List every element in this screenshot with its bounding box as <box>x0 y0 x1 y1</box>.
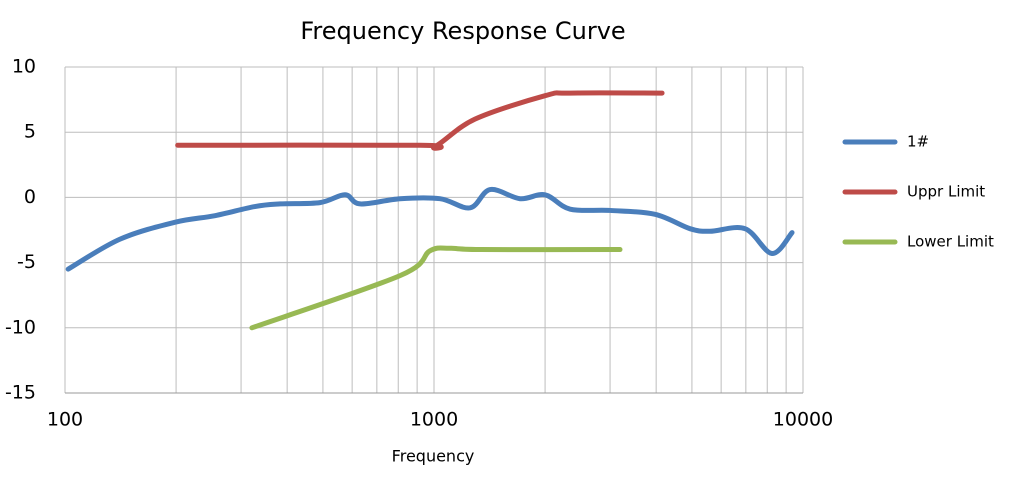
y-tick-label: 10 <box>12 56 36 78</box>
series-line <box>249 245 623 331</box>
y-tick-label: -5 <box>17 251 36 273</box>
series-line <box>175 90 665 151</box>
series-line <box>65 186 795 272</box>
y-tick-label: -10 <box>5 316 36 338</box>
x-tick-label: 1000 <box>410 409 458 431</box>
legend-label: 1# <box>907 133 929 151</box>
y-tick-label: 5 <box>24 121 36 143</box>
chart-title: Frequency Response Curve <box>300 17 625 45</box>
x-tick-label: 100 <box>47 409 83 431</box>
x-tick-label: 10000 <box>773 409 833 431</box>
legend-label: Uppr Limit <box>907 183 985 201</box>
y-tick-label: 0 <box>24 186 36 208</box>
y-tick-label: -15 <box>5 382 36 404</box>
x-axis-label: Frequency <box>392 447 475 466</box>
legend-label: Lower Limit <box>907 233 994 251</box>
